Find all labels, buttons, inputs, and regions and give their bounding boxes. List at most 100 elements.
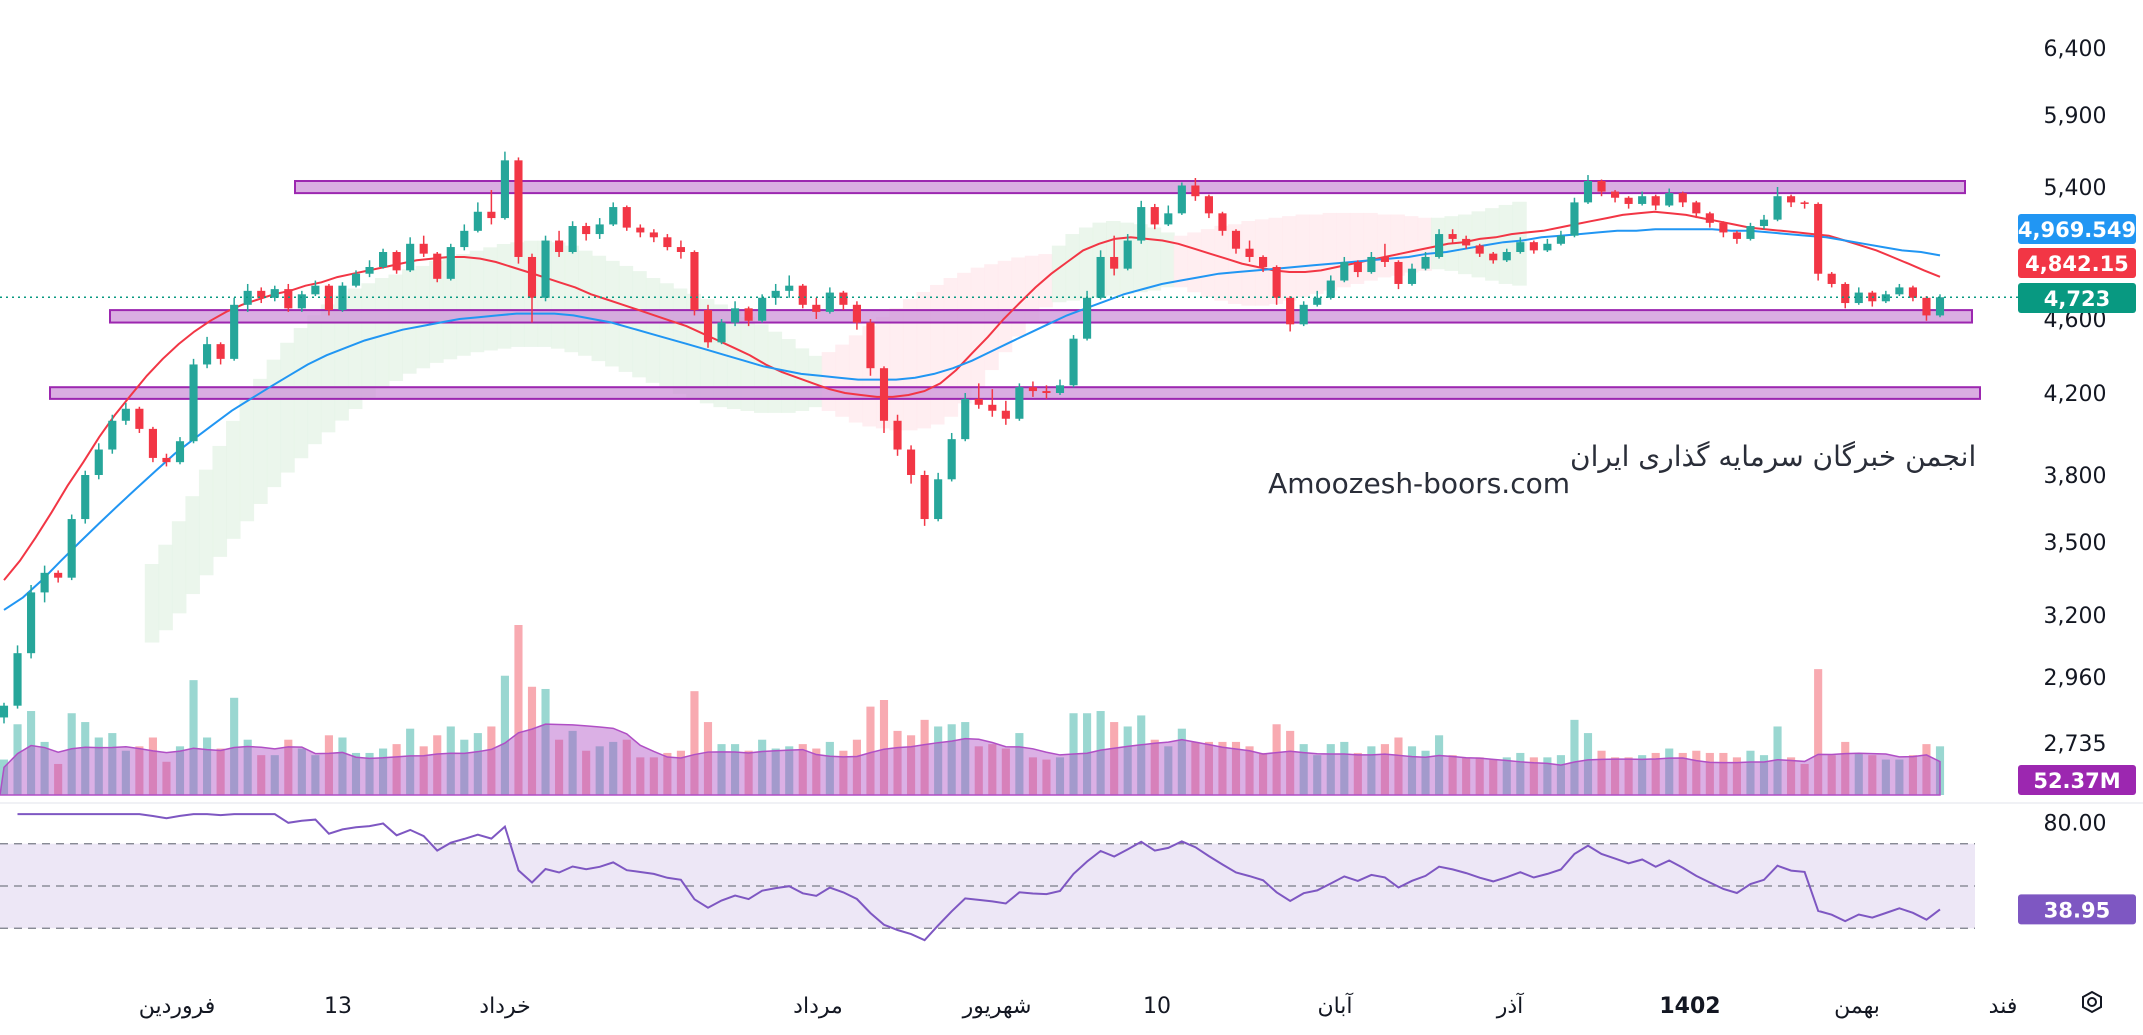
- volume-bar: [893, 730, 902, 795]
- price-tick-label: 3,800: [2044, 464, 2107, 489]
- cloud-segment: [1160, 232, 1175, 288]
- candle-body: [324, 285, 333, 311]
- candle: [690, 250, 699, 316]
- volume-bar: [649, 757, 658, 795]
- volume-bar: [297, 748, 306, 795]
- candle: [798, 283, 807, 309]
- volume-bar: [609, 741, 618, 795]
- volume-bar: [1313, 755, 1322, 795]
- cloud-segment: [226, 420, 241, 539]
- volume-bar: [1204, 741, 1213, 795]
- candle-body: [731, 308, 740, 323]
- volume-bar: [798, 744, 807, 795]
- candle-body: [473, 211, 482, 231]
- candle: [1394, 260, 1403, 290]
- volume-bar: [406, 728, 415, 795]
- volume-bars: [0, 625, 1945, 795]
- zone-rect: [109, 309, 1973, 324]
- candle: [27, 585, 36, 659]
- volume-bar: [690, 691, 699, 795]
- candle-body: [1787, 196, 1796, 203]
- candle: [500, 151, 509, 220]
- volume-bar: [175, 746, 185, 795]
- price-tick-label: 6,400: [2044, 37, 2107, 62]
- candle-body: [1394, 261, 1403, 284]
- cloud-segment: [483, 247, 498, 351]
- candle-body: [135, 408, 144, 429]
- rsi-pane[interactable]: [0, 802, 2143, 942]
- zone-rect: [49, 386, 1981, 400]
- candle: [1096, 250, 1105, 300]
- cloud-segment: [442, 257, 458, 360]
- volume-bar: [1665, 748, 1674, 795]
- candle-body: [1556, 235, 1565, 244]
- ma-slow-line: [3, 228, 1941, 611]
- cloud-segment: [1309, 214, 1324, 294]
- candle: [1692, 200, 1701, 219]
- candle: [148, 426, 157, 463]
- candle-body: [175, 441, 185, 463]
- candle-body: [974, 398, 983, 405]
- volume-bar: [934, 726, 943, 795]
- candle-body: [1814, 203, 1823, 274]
- support-resistance-zones[interactable]: [49, 179, 1981, 400]
- volume-bar: [541, 688, 550, 795]
- candle: [1177, 182, 1186, 215]
- candle: [121, 402, 130, 425]
- candle: [663, 234, 672, 251]
- candle-body: [555, 240, 564, 253]
- gear-icon[interactable]: [2082, 990, 2102, 1014]
- volume-bar: [1692, 750, 1701, 795]
- cloud-segment: [1173, 235, 1189, 288]
- candle-body: [1462, 238, 1471, 246]
- candle: [514, 157, 523, 264]
- candle-body: [1489, 253, 1498, 261]
- volume-bar: [203, 737, 212, 795]
- volume-bar: [1299, 744, 1308, 795]
- candle-body: [27, 592, 36, 654]
- volume-bar: [907, 735, 916, 795]
- volume-bar: [1272, 724, 1281, 795]
- candle-body: [365, 266, 374, 274]
- candle-body: [1435, 234, 1444, 257]
- volume-bar: [1326, 744, 1335, 795]
- price-candles[interactable]: [0, 151, 1945, 724]
- candle-body: [1935, 297, 1945, 316]
- cloud-segment: [1078, 227, 1094, 299]
- candle-body: [1448, 234, 1457, 239]
- candle: [1922, 296, 1931, 321]
- candle: [920, 470, 929, 526]
- cloud-segment: [266, 359, 282, 488]
- candle-body: [257, 290, 266, 298]
- candle-body: [67, 519, 76, 578]
- price-axis[interactable]: 6,4005,9005,4004,6004,2003,8003,5003,200…: [2044, 37, 2107, 837]
- volume-bar: [947, 724, 956, 795]
- candle-body: [852, 304, 861, 323]
- candle: [1854, 287, 1863, 305]
- volume-bar: [1015, 733, 1024, 795]
- time-axis[interactable]: فروردین 13 خرداد مرداد شهریور 10 آبان آذر 1402 به…: [139, 992, 2018, 1019]
- candle-body: [1583, 180, 1593, 203]
- volume-bar: [731, 744, 740, 795]
- candle-body: [379, 252, 388, 267]
- candle-body: [758, 297, 767, 321]
- volume-moving-average: [0, 723, 1941, 796]
- volume-bar: [1231, 741, 1241, 795]
- candle: [568, 221, 577, 254]
- candle: [649, 229, 658, 243]
- cloud-segment: [388, 274, 404, 382]
- volume-bar: [1516, 752, 1525, 795]
- candle: [758, 294, 767, 323]
- candle-body: [1096, 256, 1105, 298]
- volume-bar: [1096, 711, 1105, 795]
- candle: [636, 224, 645, 238]
- candle-body: [446, 247, 455, 279]
- candle: [1001, 400, 1010, 425]
- candle-body: [744, 308, 753, 321]
- price-tick-label: 2,960: [2044, 666, 2107, 691]
- cloud-segment: [645, 278, 661, 383]
- candle: [433, 252, 442, 283]
- cloud-segment: [1187, 232, 1202, 293]
- candle: [1787, 194, 1796, 208]
